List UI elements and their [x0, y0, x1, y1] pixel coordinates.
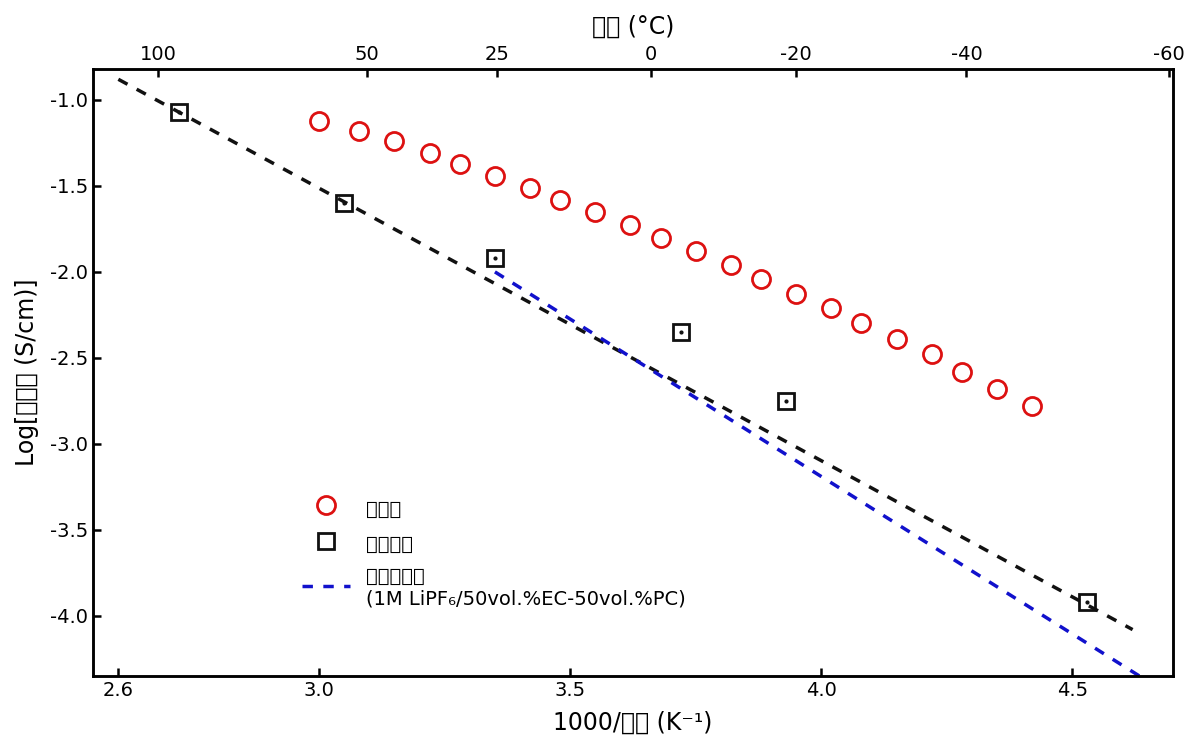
X-axis label: 温度 (°C): 温度 (°C): [592, 15, 674, 39]
X-axis label: 1000/温度 (K⁻¹): 1000/温度 (K⁻¹): [553, 711, 713, 735]
Legend: 新材料, 従来材料, 有機電解液
(1M LiPF₆/50vol.%EC-50vol.%PC): 新材料, 従来材料, 有機電解液 (1M LiPF₆/50vol.%EC-50v…: [292, 487, 695, 618]
Y-axis label: Log[導電率 (S/cm)]: Log[導電率 (S/cm)]: [14, 279, 38, 466]
